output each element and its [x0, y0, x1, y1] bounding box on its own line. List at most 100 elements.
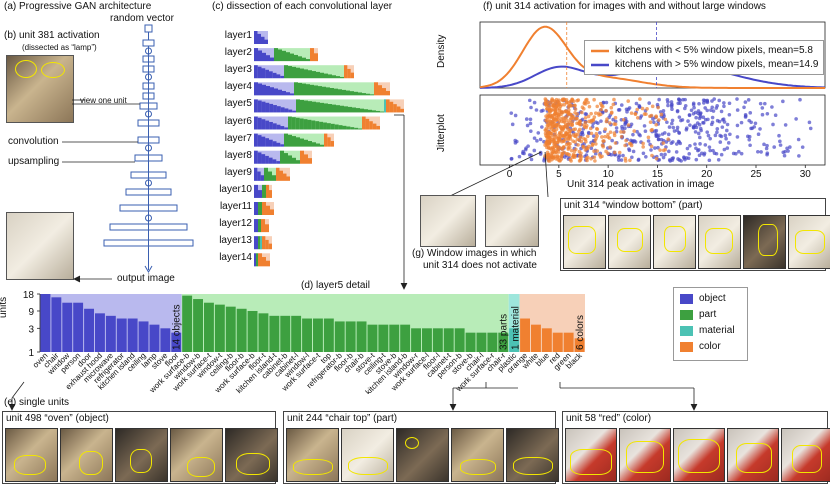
- activation-outline: [792, 445, 822, 473]
- unit-count-bar: [138, 321, 149, 352]
- activation-point: [648, 114, 652, 119]
- thumbnail: [286, 428, 339, 482]
- activation-point: [561, 145, 566, 150]
- panel-e-connectors: [8, 381, 698, 411]
- activation-point: [619, 134, 624, 139]
- layer-bar-mini: [386, 90, 390, 96]
- activation-point: [735, 123, 740, 128]
- window-image-1: [420, 195, 476, 247]
- activation-point: [716, 157, 721, 162]
- layer-bar-mini: [268, 243, 272, 250]
- activation-point: [710, 115, 715, 120]
- thumbnail: [727, 428, 779, 482]
- activation-point: [629, 122, 634, 127]
- activation-point: [635, 129, 639, 134]
- activation-point: [694, 115, 698, 120]
- layer-bar-mini: [290, 93, 294, 96]
- unit-count-bar: [563, 332, 574, 352]
- layer-bar-mini: [368, 109, 372, 113]
- layer-bar-mini: [268, 171, 272, 181]
- layer-bar-mini: [276, 124, 281, 130]
- layer-bar-mini: [334, 124, 339, 130]
- activation-point: [576, 98, 581, 102]
- activation-point: [677, 158, 682, 162]
- layer-bar-mini: [300, 99, 304, 113]
- unit-count-bar: [62, 302, 73, 352]
- layer-bar-mini: [315, 121, 320, 130]
- panel-a-title: (a) Progressive GAN architecture: [4, 1, 152, 12]
- activation-point: [584, 97, 589, 102]
- unit-count-bar: [454, 328, 465, 352]
- activation-point: [566, 111, 571, 115]
- activation-point: [527, 98, 532, 103]
- activation-point: [597, 113, 601, 117]
- unit-count-bar: [73, 302, 84, 352]
- thumbnail: [225, 428, 278, 482]
- layer-labels: layer1 layer2 layer3 layer4 layer5 layer6 laye…: [190, 30, 252, 270]
- activation-outline: [348, 457, 388, 475]
- activation-point: [743, 114, 748, 118]
- unit-count-bar: [313, 318, 323, 352]
- activation-point: [524, 117, 529, 121]
- activation-point: [554, 105, 559, 109]
- unit-244-thumbnails: [286, 428, 559, 482]
- layer-bar-mini: [306, 59, 310, 62]
- layer-bar-mini: [311, 120, 316, 130]
- activation-point: [595, 149, 600, 153]
- activation-outline: [460, 459, 496, 475]
- activation-point: [586, 100, 590, 105]
- activation-outline: [626, 441, 664, 473]
- layer-bar-mini: [322, 86, 326, 96]
- activation-outline: [570, 449, 612, 475]
- layer-bar-mini: [265, 102, 270, 113]
- activation-point: [693, 130, 698, 134]
- activation-point: [532, 136, 537, 140]
- legend-item-small-windows: kitchens with < 5% window pixels, mean=5…: [591, 45, 813, 56]
- thumbnail: [170, 428, 223, 482]
- activation-point: [702, 101, 706, 105]
- layer-bar-mini: [254, 48, 258, 62]
- activation-point: [620, 126, 625, 131]
- unit-count-bar: [552, 332, 563, 352]
- activation-point: [677, 140, 681, 144]
- layer-bar-mini: [284, 153, 288, 164]
- layer-bar-mini: [312, 71, 316, 79]
- unit-count-bar: [193, 299, 203, 352]
- activation-point: [606, 135, 610, 139]
- thumbnail: [608, 215, 651, 269]
- activation-point: [567, 131, 572, 136]
- activation-point: [616, 158, 621, 162]
- activation-point: [554, 97, 559, 102]
- activation-point: [713, 133, 718, 138]
- activation-point: [577, 149, 582, 154]
- activation-point: [534, 108, 539, 112]
- activation-point: [595, 126, 599, 131]
- activation-point: [629, 111, 634, 115]
- thumbnail: [781, 428, 830, 482]
- activation-point: [540, 125, 544, 129]
- layer-bar-mini: [352, 107, 356, 113]
- activation-point: [656, 145, 660, 150]
- activation-point: [582, 137, 586, 141]
- legend-label: material: [699, 325, 735, 336]
- activation-point: [667, 149, 671, 154]
- unit-498-title: unit 498 “oven” (object): [6, 413, 109, 424]
- activation-point: [621, 130, 626, 134]
- layer-bar-mini: [338, 125, 343, 130]
- layer-bar-mini: [261, 68, 266, 79]
- layer-bar-mini: [316, 71, 320, 79]
- activation-point: [551, 147, 556, 152]
- unit-count-bar: [247, 310, 258, 352]
- activation-point: [599, 119, 603, 123]
- activation-outline: [293, 459, 333, 475]
- activation-point: [727, 112, 732, 117]
- panel-f-chart: 0 5 10 15 20 25 30: [447, 21, 826, 197]
- unit-58-title: unit 58 “red” (color): [566, 413, 652, 424]
- layer-bar-mini: [324, 103, 328, 113]
- activation-point: [657, 118, 661, 122]
- activation-point: [674, 142, 679, 146]
- layer-bar-mini: [310, 48, 314, 62]
- activation-point: [583, 112, 588, 116]
- activation-point: [777, 133, 781, 138]
- activation-point: [513, 113, 518, 118]
